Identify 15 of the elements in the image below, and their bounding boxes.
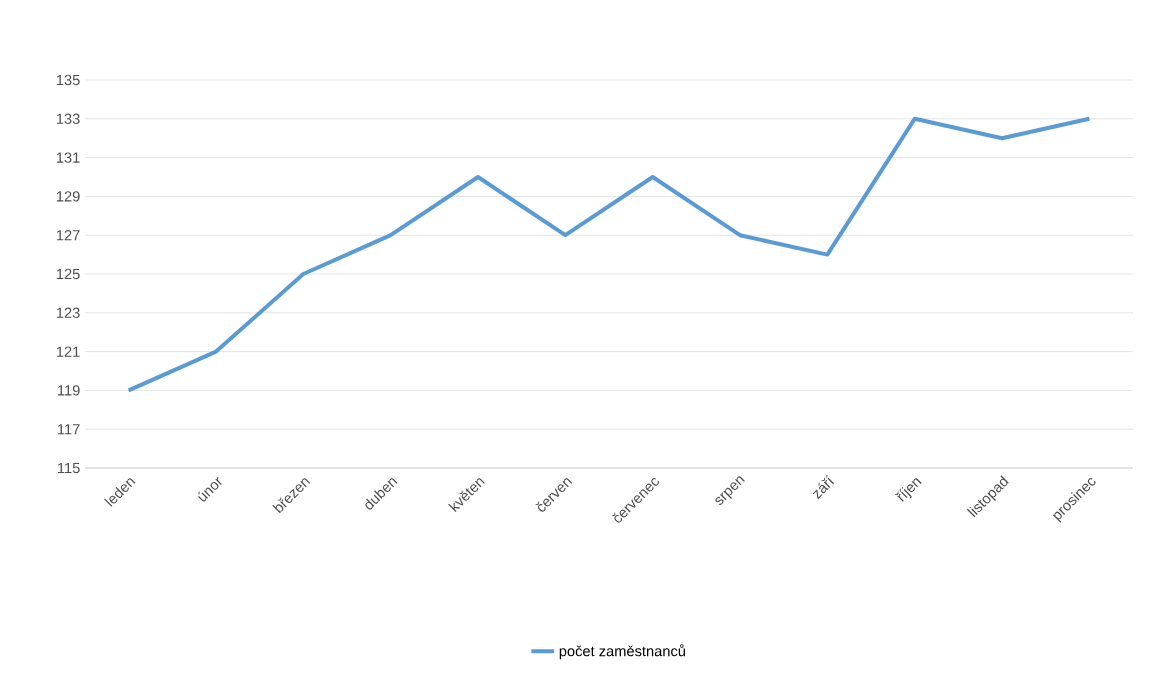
legend-label: počet zaměstnanců — [559, 644, 685, 660]
y-tick-label: 127 — [56, 230, 80, 241]
y-tick-label: 125 — [56, 268, 80, 280]
x-tick-label: říjen — [894, 478, 922, 502]
x-tick-label: září — [812, 474, 834, 500]
y-tick-label: 115 — [58, 462, 80, 474]
y-tick-label: 117 — [58, 424, 80, 435]
line-series — [126, 116, 1092, 393]
y-tick-label: 133 — [56, 113, 80, 124]
y-tick-label: 119 — [58, 385, 80, 396]
y-tick-label: 131 — [56, 152, 80, 163]
y-tick-label: 121 — [56, 346, 80, 357]
y-tick-label: 135 — [56, 74, 80, 86]
y-tick-label: 129 — [56, 191, 80, 202]
y-tick-label: 123 — [56, 307, 80, 318]
